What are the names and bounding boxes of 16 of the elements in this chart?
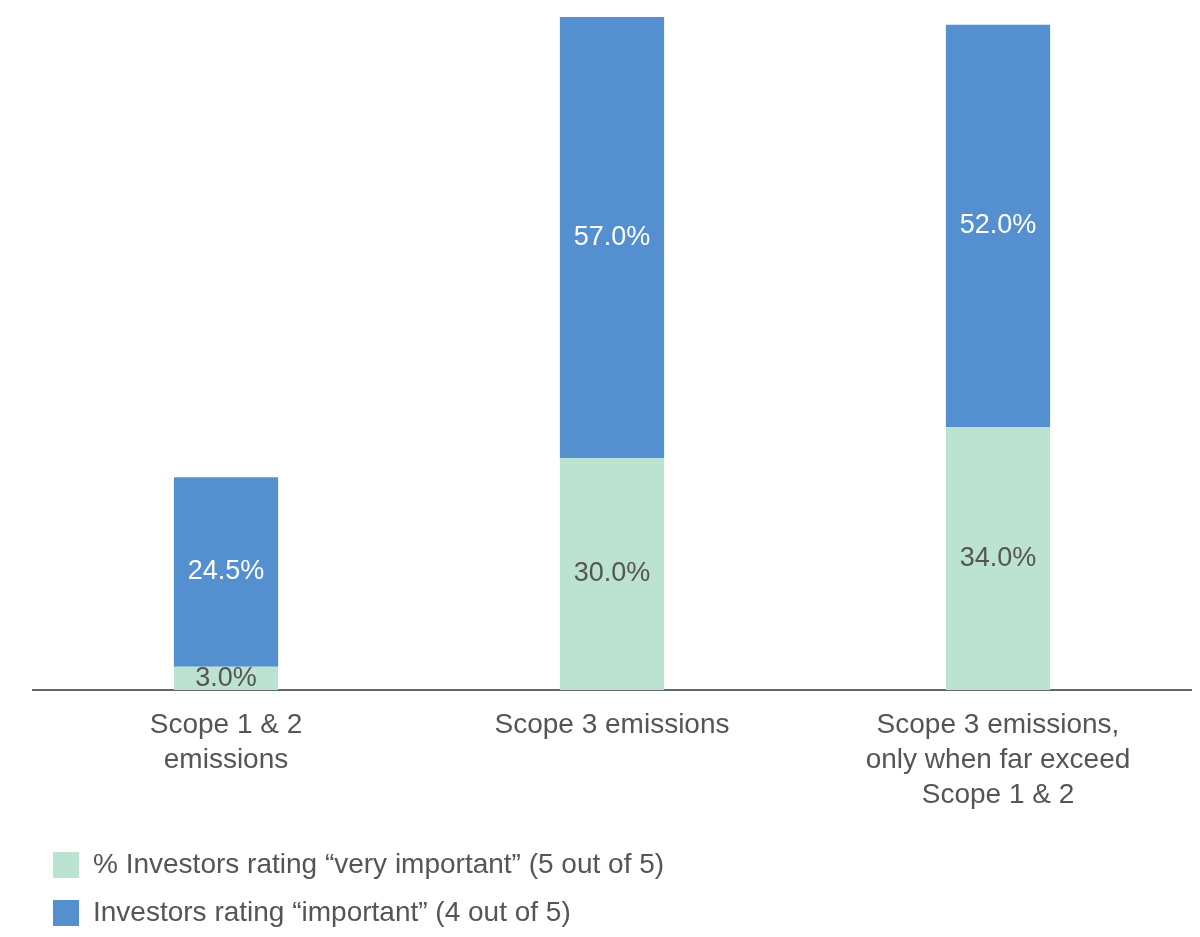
data-label: 3.0%: [195, 661, 257, 692]
data-label: 30.0%: [573, 557, 651, 588]
x-tick-label: Scope 3 emissions: [494, 708, 730, 740]
legend-label: % Investors rating “very important” (5 out of 5): [93, 847, 665, 879]
x-tick-label: Scope 3 emissions, only when far exceed Scope 1 & 2: [865, 708, 1131, 810]
data-label: 24.5%: [187, 555, 265, 586]
bar: [559, 457, 665, 690]
bar: [945, 24, 1051, 427]
data-label: 52.0%: [959, 209, 1037, 240]
bar: [559, 17, 665, 458]
data-label: 34.0%: [959, 541, 1037, 572]
bar: [945, 426, 1051, 690]
legend-label: Investors rating “important” (4 out of 5): [93, 895, 571, 927]
data-label: 57.0%: [573, 220, 651, 251]
x-tick-label: Scope 1 & 2 emissions: [149, 708, 303, 775]
bar: [173, 477, 279, 667]
